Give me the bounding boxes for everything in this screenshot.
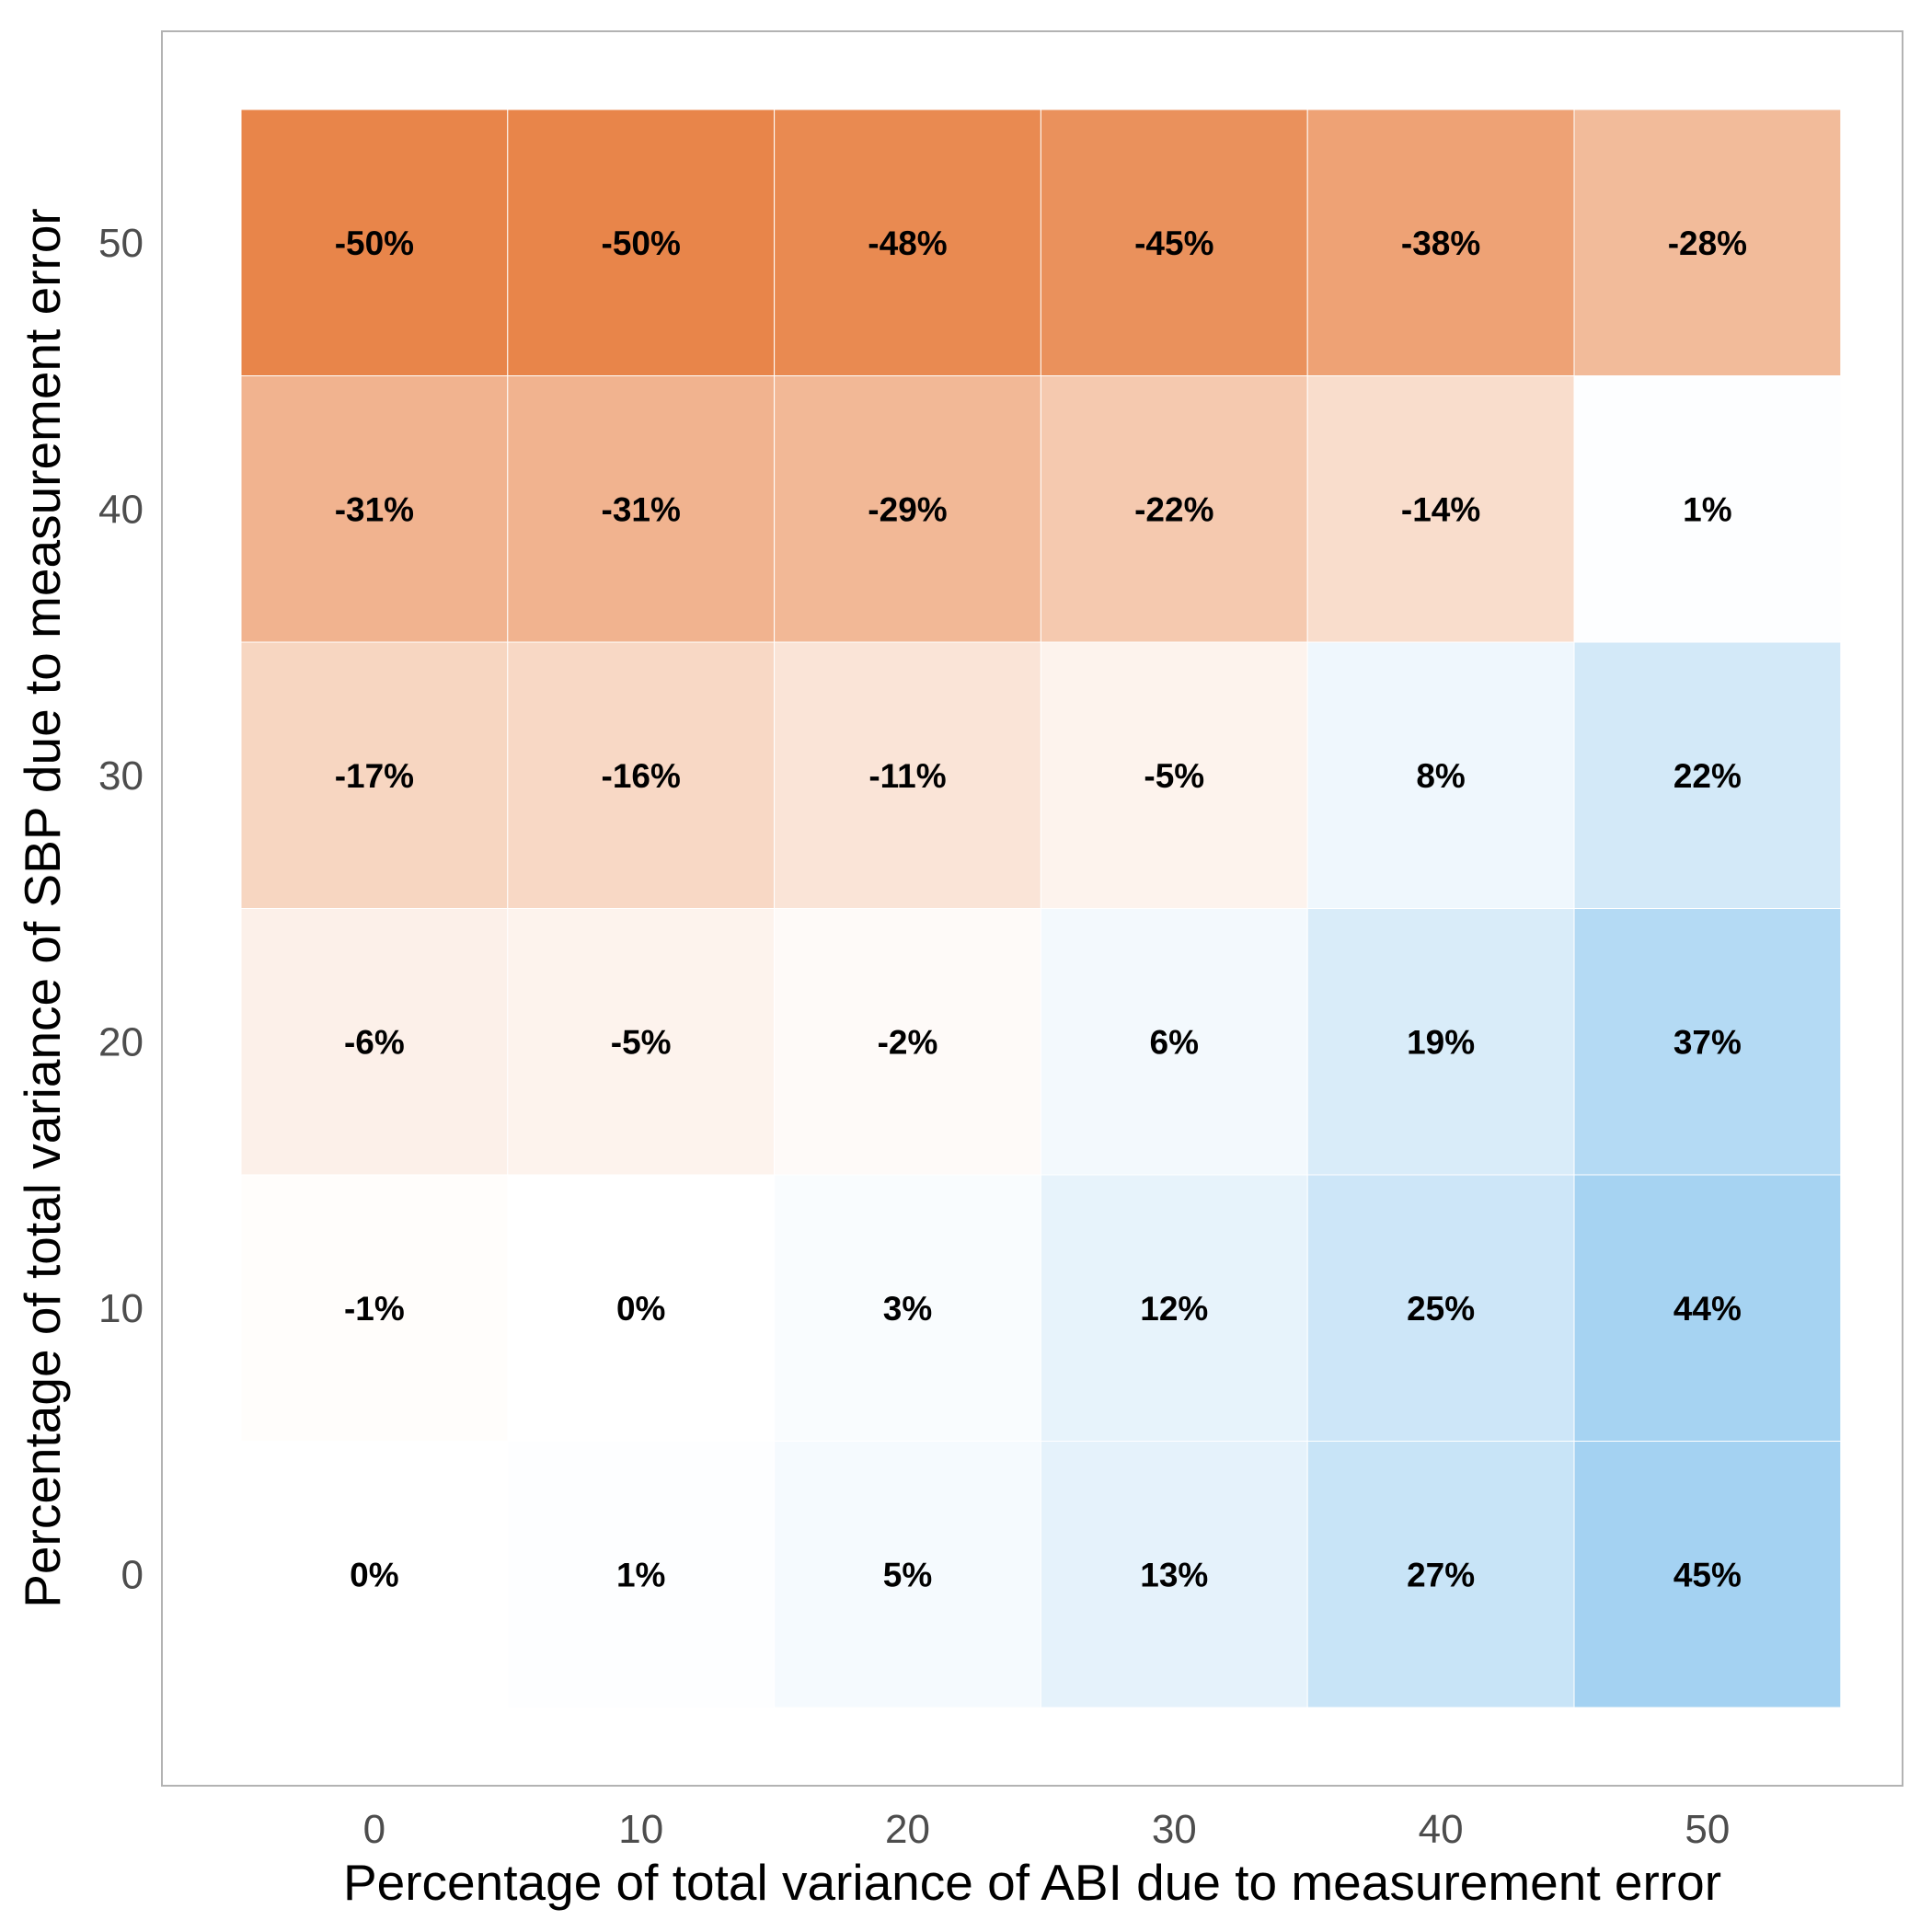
cell-value-label: -1%	[344, 1290, 405, 1328]
cell-value-label: 27%	[1407, 1556, 1475, 1593]
cell-value-label: 13%	[1140, 1556, 1208, 1593]
heatmap-cell	[774, 908, 1041, 1176]
heatmap-cell-labels: 0% 1% 5% 13% 27% 45% -1% 0% 3% 12% 25% 44% -6% -5% -2%…	[335, 224, 1747, 1594]
heatmap-cell	[507, 375, 776, 643]
heatmap-cell	[1573, 375, 1842, 643]
cell-value-label: -14%	[1401, 490, 1480, 528]
heatmap-cell	[1306, 375, 1575, 643]
cell-value-label: 44%	[1673, 1290, 1742, 1328]
heatmap-cell	[1040, 375, 1308, 643]
heatmap-cell	[1573, 1174, 1842, 1442]
cell-value-label: -11%	[868, 757, 946, 795]
cell-value-label: 37%	[1673, 1023, 1742, 1061]
x-tick-label: 40	[1419, 1807, 1464, 1852]
cell-value-label: -5%	[1144, 757, 1204, 795]
cell-value-label: 5%	[883, 1556, 932, 1593]
cell-value-label: -50%	[335, 224, 414, 262]
cell-value-label: 3%	[883, 1290, 932, 1328]
heatmap-cell	[1040, 109, 1308, 376]
cell-value-label: -2%	[878, 1023, 938, 1061]
heatmap-cell	[1306, 908, 1575, 1176]
cell-value-label: -45%	[1134, 224, 1213, 262]
heatmap-cell	[1040, 908, 1308, 1176]
heatmap-cells	[240, 109, 1842, 1708]
y-axis-title: Percentage of total variance of SBP due …	[14, 208, 71, 1608]
x-tick-label: 20	[885, 1807, 930, 1852]
heatmap-cell	[240, 641, 509, 909]
y-tick-label: 30	[98, 753, 144, 799]
heatmap-cell	[774, 375, 1041, 643]
cell-value-label: 12%	[1140, 1290, 1208, 1328]
cell-value-label: -5%	[611, 1023, 672, 1061]
x-tick-label: 50	[1685, 1807, 1730, 1852]
y-tick-label: 0	[121, 1552, 144, 1597]
cell-value-label: 0%	[616, 1290, 665, 1328]
heatmap-cell	[240, 1174, 509, 1442]
cell-value-label: -38%	[1401, 224, 1480, 262]
y-axis-ticks: 0 10 20 30 40 50	[98, 221, 144, 1598]
cell-value-label: 19%	[1407, 1023, 1475, 1061]
x-tick-label: 30	[1152, 1807, 1197, 1852]
heatmap-cell	[1573, 109, 1842, 376]
heatmap-cell	[1573, 908, 1842, 1176]
y-tick-label: 20	[98, 1019, 144, 1064]
cell-value-label: -48%	[868, 224, 947, 262]
y-tick-label: 40	[98, 487, 144, 532]
heatmap-cell	[507, 641, 776, 909]
cell-value-label: 8%	[1416, 757, 1465, 795]
cell-value-label: -28%	[1668, 224, 1747, 262]
heatmap-cell	[240, 1441, 509, 1708]
cell-value-label: 0%	[350, 1556, 398, 1593]
x-tick-label: 0	[363, 1807, 385, 1852]
heatmap-cell	[1040, 641, 1308, 909]
cell-value-label: -50%	[602, 224, 681, 262]
heatmap-cell	[240, 375, 509, 643]
cell-value-label: -29%	[868, 490, 947, 528]
x-tick-label: 10	[618, 1807, 663, 1852]
heatmap-cell	[507, 1174, 776, 1442]
cell-value-label: -31%	[602, 490, 681, 528]
cell-value-label: 1%	[616, 1556, 665, 1593]
cell-value-label: 22%	[1673, 757, 1742, 795]
heatmap-cell	[1306, 109, 1575, 376]
heatmap-cell	[507, 908, 776, 1176]
cell-value-label: 6%	[1150, 1023, 1199, 1061]
heatmap-cell	[774, 1174, 1041, 1442]
heatmap-cell	[774, 1441, 1041, 1708]
heatmap-cell	[774, 109, 1041, 376]
cell-value-label: -6%	[344, 1023, 405, 1061]
y-tick-label: 50	[98, 221, 144, 266]
cell-value-label: 45%	[1673, 1556, 1742, 1593]
heatmap-cell	[1573, 1441, 1842, 1708]
heatmap-cell	[1306, 1174, 1575, 1442]
cell-value-label: -31%	[335, 490, 414, 528]
x-axis-title: Percentage of total variance of ABI due …	[343, 1854, 1721, 1911]
cell-value-label: -17%	[335, 757, 414, 795]
cell-value-label: -22%	[1134, 490, 1213, 528]
cell-value-label: 1%	[1683, 490, 1731, 528]
y-tick-label: 10	[98, 1286, 144, 1331]
heatmap-cell	[1573, 641, 1842, 909]
cell-value-label: -16%	[602, 757, 681, 795]
heatmap-cell	[1306, 1441, 1575, 1708]
heatmap-cell	[1040, 1441, 1308, 1708]
cell-value-label: 25%	[1407, 1290, 1475, 1328]
x-axis-ticks: 0 10 20 30 40 50	[363, 1807, 1731, 1852]
